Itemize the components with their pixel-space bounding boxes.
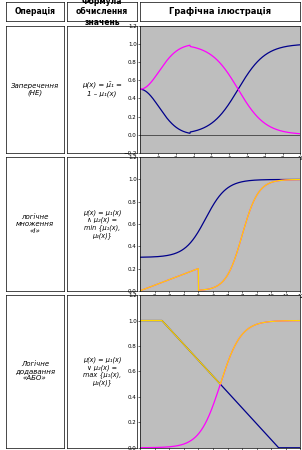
Text: μ(x) = μ₁(x)
∧ μ₂(x) =
min {μ₁(x),
μ₂(x)}: μ(x) = μ₁(x) ∧ μ₂(x) = min {μ₁(x), μ₂(x)…: [83, 209, 121, 239]
Text: логічне
множення
«І»: логічне множення «І»: [16, 214, 54, 234]
Text: Графічна ілюстрація: Графічна ілюстрація: [169, 7, 271, 16]
Legend: μ(Z), μ1(Z): μ(Z), μ1(Z): [191, 193, 249, 201]
Text: Формула
обчислення
значень: Формула обчислення значень: [76, 0, 128, 27]
Text: Заперечення
(НЕ): Заперечення (НЕ): [11, 82, 59, 96]
Legend: μ1(Z), μ2(Z), μ(Z): μ1(Z), μ2(Z), μ(Z): [176, 330, 264, 339]
Text: μ(x) = μ₁(x)
∨ μ₂(x) =
max {μ₁(x),
μ₂(x)}: μ(x) = μ₁(x) ∨ μ₂(x) = max {μ₁(x), μ₂(x)…: [83, 357, 121, 386]
Text: Операція: Операція: [14, 7, 55, 16]
Text: Логічне
додавання
«АБО»: Логічне додавання «АБО»: [15, 361, 55, 382]
Text: μ(x) = μ̄₁ =
1 – μ₁(x): μ(x) = μ̄₁ = 1 – μ₁(x): [82, 82, 122, 97]
